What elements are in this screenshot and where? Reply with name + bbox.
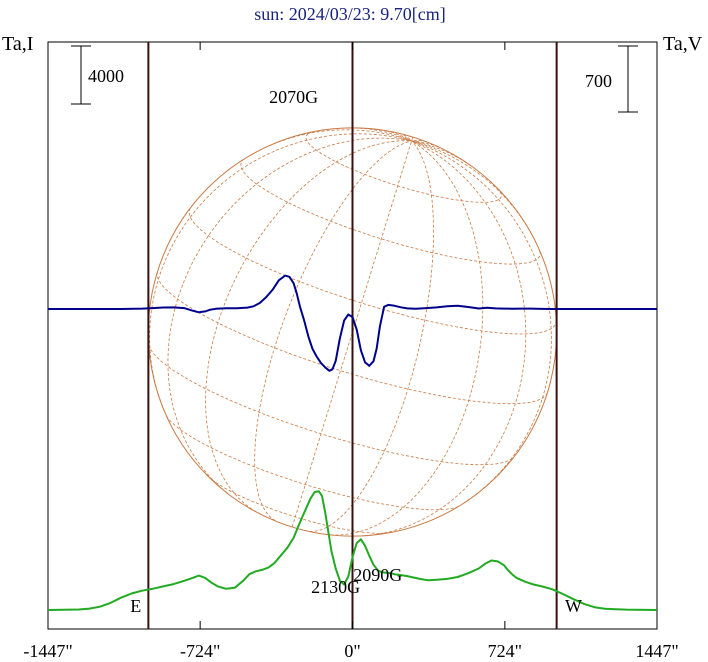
disk-grid-line <box>250 129 412 156</box>
disk-grid-line <box>205 140 412 515</box>
disk-grid-line <box>291 140 412 528</box>
limb-label-w: W <box>565 596 582 616</box>
right-axis-label: Ta,V <box>663 33 703 55</box>
left-scale-bar: 4000 <box>71 45 124 105</box>
disk-grid-line <box>411 140 537 244</box>
limb-label-e: E <box>130 596 141 616</box>
x-tick-label: 0" <box>344 641 360 661</box>
vertical-markers <box>147 42 558 629</box>
disk-grid-line <box>240 158 541 265</box>
left-scale-bar-label: 4000 <box>88 66 124 86</box>
series-v-line <box>47 490 658 611</box>
series-i-line <box>48 274 657 372</box>
disk-grid-line <box>386 130 412 142</box>
x-tick-label: -724" <box>180 641 220 661</box>
disk-grid-line <box>411 140 552 505</box>
disk-grid-line <box>398 132 412 142</box>
disk-grid-line <box>411 140 439 148</box>
x-tick-label: 724" <box>488 641 522 661</box>
annotation-2070g: 2070G <box>269 87 318 107</box>
disk-grid-line <box>188 207 557 335</box>
disk-grid-line <box>167 137 412 494</box>
disk-grid-line <box>411 137 414 142</box>
disk-grid-line <box>148 344 514 466</box>
disk-grid-line <box>166 415 459 511</box>
annotation-2130g: 2130G <box>311 577 360 597</box>
solar-disk-grid <box>147 127 558 537</box>
series-lines <box>47 274 658 611</box>
disk-grid-line <box>411 139 427 143</box>
chart-title: sun: 2024/03/23: 9.70[cm] <box>254 4 446 24</box>
disk-grid-line <box>411 140 471 166</box>
annotation-2090g: 2090G <box>353 565 402 585</box>
left-axis-label: Ta,I <box>2 33 33 55</box>
x-axis-ticks: -1447" -724" 0" 724" 1447" <box>23 42 679 661</box>
x-tick-label: -1447" <box>23 641 72 661</box>
disk-grid-line <box>349 127 412 142</box>
disk-grid-line <box>149 133 412 412</box>
disk-grid-line <box>364 140 527 537</box>
disk-grid-line <box>325 140 484 536</box>
x-tick-label: 1447" <box>635 641 678 661</box>
disk-grid-line <box>254 140 412 522</box>
right-scale-bar: 700 <box>585 45 638 113</box>
right-scale-bar-label: 700 <box>585 71 612 91</box>
disk-grid-line <box>309 140 434 532</box>
